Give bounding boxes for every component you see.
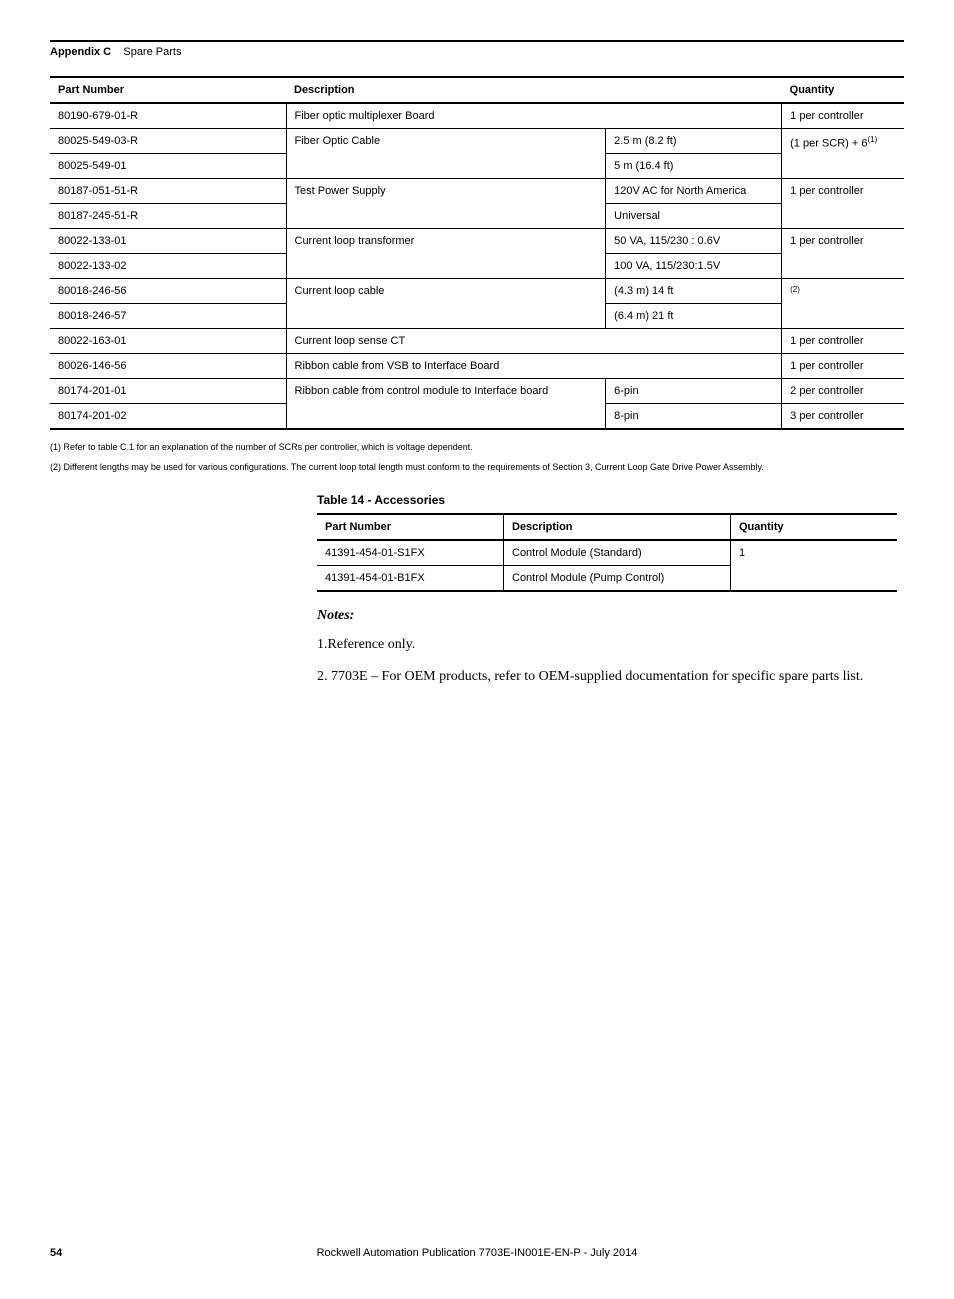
cell-desc2: 6-pin xyxy=(606,379,782,404)
qty-sup: (1) xyxy=(867,135,877,144)
cell-desc2: 100 VA, 115/230:1.5V xyxy=(606,254,782,279)
appendix-label: Appendix C xyxy=(50,46,111,58)
cell-desc2: (6.4 m) 21 ft xyxy=(606,304,782,329)
cell-part: 41391-454-01-S1FX xyxy=(317,540,504,566)
note-1: 1.Reference only. xyxy=(317,635,877,655)
cell-qty: (1 per SCR) + 6(1) xyxy=(782,129,904,179)
accessories-table: Part Number Description Quantity 41391-4… xyxy=(317,513,897,592)
cell-desc2: 8-pin xyxy=(606,404,782,430)
cell-desc2: 50 VA, 115/230 : 0.6V xyxy=(606,229,782,254)
cell-desc: Fiber optic multiplexer Board xyxy=(286,103,782,129)
cell-desc: Current loop sense CT xyxy=(286,329,782,354)
cell-desc2: 120V AC for North America xyxy=(606,179,782,204)
cell-qty: 1 xyxy=(731,540,898,591)
page-header: Appendix C Spare Parts xyxy=(50,40,904,76)
qty-text: (1 per SCR) + 6 xyxy=(790,138,867,150)
cell-part: 80187-051-51-R xyxy=(50,179,286,204)
qty-sup: (2) xyxy=(790,285,800,294)
cell-desc: Test Power Supply xyxy=(286,179,606,229)
cell-desc: Control Module (Pump Control) xyxy=(504,565,731,591)
col-header-desc: Description xyxy=(286,77,782,103)
cell-desc: Fiber Optic Cable xyxy=(286,129,606,179)
cell-part: 80026-146-56 xyxy=(50,354,286,379)
note-2: 2. 7703E – For OEM products, refer to OE… xyxy=(317,667,877,687)
notes-title: Notes: xyxy=(317,606,877,626)
table-row: 80025-549-03-R Fiber Optic Cable 2.5 m (… xyxy=(50,129,904,154)
table-row: 80187-051-51-R Test Power Supply 120V AC… xyxy=(50,179,904,204)
notes-block: Notes: 1.Reference only. 2. 7703E – For … xyxy=(317,606,877,687)
cell-part: 80018-246-56 xyxy=(50,279,286,304)
table-row: 80022-163-01 Current loop sense CT 1 per… xyxy=(50,329,904,354)
footnote-2: (2) Different lengths may be used for va… xyxy=(50,460,904,474)
cell-qty: 1 per controller xyxy=(782,329,904,354)
col-header-part: Part Number xyxy=(317,514,504,540)
cell-qty: 1 per controller xyxy=(782,229,904,279)
table-row: 41391-454-01-S1FX Control Module (Standa… xyxy=(317,540,897,566)
table-row: 80018-246-56 Current loop cable (4.3 m) … xyxy=(50,279,904,304)
cell-part: 80025-549-01 xyxy=(50,154,286,179)
cell-qty: 1 per controller xyxy=(782,179,904,229)
cell-desc2: (4.3 m) 14 ft xyxy=(606,279,782,304)
cell-part: 41391-454-01-B1FX xyxy=(317,565,504,591)
col-header-part: Part Number xyxy=(50,77,286,103)
cell-desc: Ribbon cable from control module to Inte… xyxy=(286,379,606,430)
cell-part: 80174-201-01 xyxy=(50,379,286,404)
cell-qty: 2 per controller xyxy=(782,379,904,404)
cell-desc: Control Module (Standard) xyxy=(504,540,731,566)
cell-qty: (2) xyxy=(782,279,904,329)
cell-desc: Current loop cable xyxy=(286,279,606,329)
table-row: 80190-679-01-R Fiber optic multiplexer B… xyxy=(50,103,904,129)
cell-part: 80174-201-02 xyxy=(50,404,286,430)
cell-part: 80022-133-01 xyxy=(50,229,286,254)
cell-part: 80022-163-01 xyxy=(50,329,286,354)
cell-desc: Ribbon cable from VSB to Interface Board xyxy=(286,354,782,379)
col-header-qty: Quantity xyxy=(731,514,898,540)
cell-desc2: Universal xyxy=(606,204,782,229)
footnotes: (1) Refer to table C.1 for an explanatio… xyxy=(50,440,904,475)
table-row: 80022-133-01 Current loop transformer 50… xyxy=(50,229,904,254)
cell-part: 80187-245-51-R xyxy=(50,204,286,229)
cell-desc2: 5 m (16.4 ft) xyxy=(606,154,782,179)
cell-part: 80025-549-03-R xyxy=(50,129,286,154)
col-header-desc: Description xyxy=(504,514,731,540)
cell-desc: Current loop transformer xyxy=(286,229,606,279)
table-row: 80026-146-56 Ribbon cable from VSB to In… xyxy=(50,354,904,379)
spare-parts-table: Part Number Description Quantity 80190-6… xyxy=(50,76,904,430)
table-row: 80174-201-01 Ribbon cable from control m… xyxy=(50,379,904,404)
page-footer: 54 Rockwell Automation Publication 7703E… xyxy=(50,1247,904,1259)
cell-part: 80190-679-01-R xyxy=(50,103,286,129)
publication-info: Rockwell Automation Publication 7703E-IN… xyxy=(50,1247,904,1259)
col-header-qty: Quantity xyxy=(782,77,904,103)
footnote-1: (1) Refer to table C.1 for an explanatio… xyxy=(50,440,904,454)
cell-part: 80018-246-57 xyxy=(50,304,286,329)
cell-qty: 1 per controller xyxy=(782,103,904,129)
section-label: Spare Parts xyxy=(123,46,181,58)
cell-qty: 1 per controller xyxy=(782,354,904,379)
table14-caption: Table 14 - Accessories xyxy=(317,493,904,507)
cell-part: 80022-133-02 xyxy=(50,254,286,279)
cell-desc2: 2.5 m (8.2 ft) xyxy=(606,129,782,154)
cell-qty: 3 per controller xyxy=(782,404,904,430)
